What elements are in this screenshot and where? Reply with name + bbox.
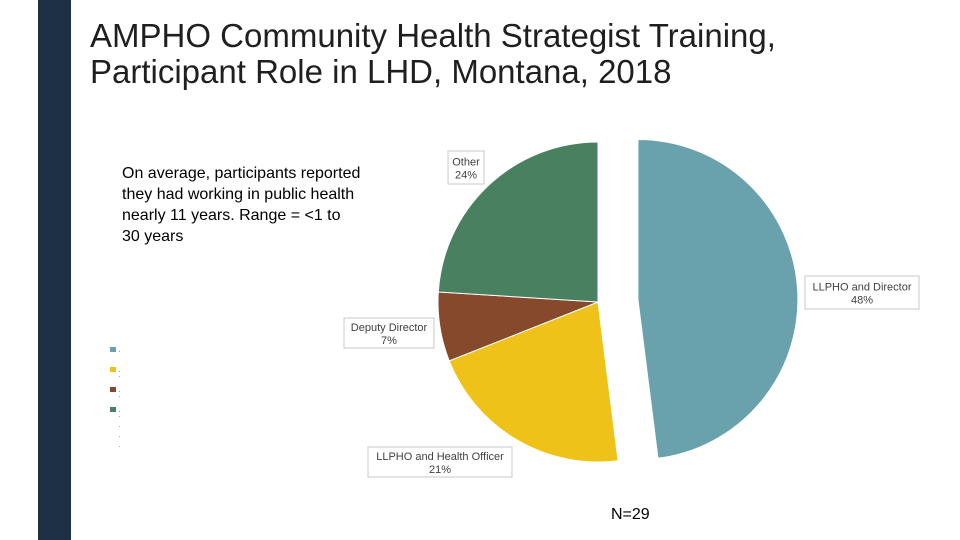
- sample-size-label: N=29: [611, 506, 650, 523]
- slice-percent-label: 21%: [429, 464, 451, 476]
- legend-swatch: [110, 407, 116, 412]
- legend-dot: [119, 376, 120, 377]
- slice-category-label: Other: [452, 157, 480, 169]
- legend-swatch: [110, 387, 116, 392]
- legend-dot: [119, 446, 120, 447]
- legend-dot: [119, 416, 120, 417]
- slice-percent-label: 48%: [851, 295, 873, 307]
- legend-item-deputy-director: [110, 384, 124, 394]
- pie-slice-other: [437, 141, 599, 303]
- legend-item-llpho-health-officer: [110, 364, 124, 374]
- slide-title: AMPHO Community Health Strategist Traini…: [90, 17, 776, 90]
- legend-dot: [119, 436, 120, 437]
- legend-dot: [119, 396, 120, 397]
- chart-legend: [110, 344, 130, 448]
- accent-side-bar: [38, 0, 71, 540]
- slice-category-label: LLPHO and Health Officer: [376, 451, 504, 463]
- legend-item-llpho-director: [110, 344, 124, 354]
- slice-percent-label: 24%: [455, 170, 477, 182]
- slice-percent-label: 7%: [381, 335, 397, 347]
- average-years-note: On average, participants reported they h…: [122, 165, 361, 245]
- legend-swatch: [110, 367, 116, 372]
- data-label-box: [343, 317, 435, 349]
- legend-swatch: [110, 347, 116, 352]
- data-label-box: [804, 275, 920, 310]
- pie-slice-llpho-and-director: [637, 138, 799, 459]
- pie-slice-llpho-and-health-officer: [448, 301, 619, 463]
- legend-dot: [119, 426, 120, 427]
- legend-text-dot: [119, 351, 120, 352]
- data-label-box: [367, 446, 513, 478]
- legend-text-dot: [119, 371, 120, 372]
- legend-text-dot: [119, 411, 120, 412]
- slice-category-label: Deputy Director: [351, 322, 428, 334]
- slice-category-label: LLPHO and Director: [812, 282, 911, 294]
- legend-text-dot: [119, 391, 120, 392]
- data-label-box: [447, 150, 485, 185]
- legend-item-other: [110, 404, 124, 414]
